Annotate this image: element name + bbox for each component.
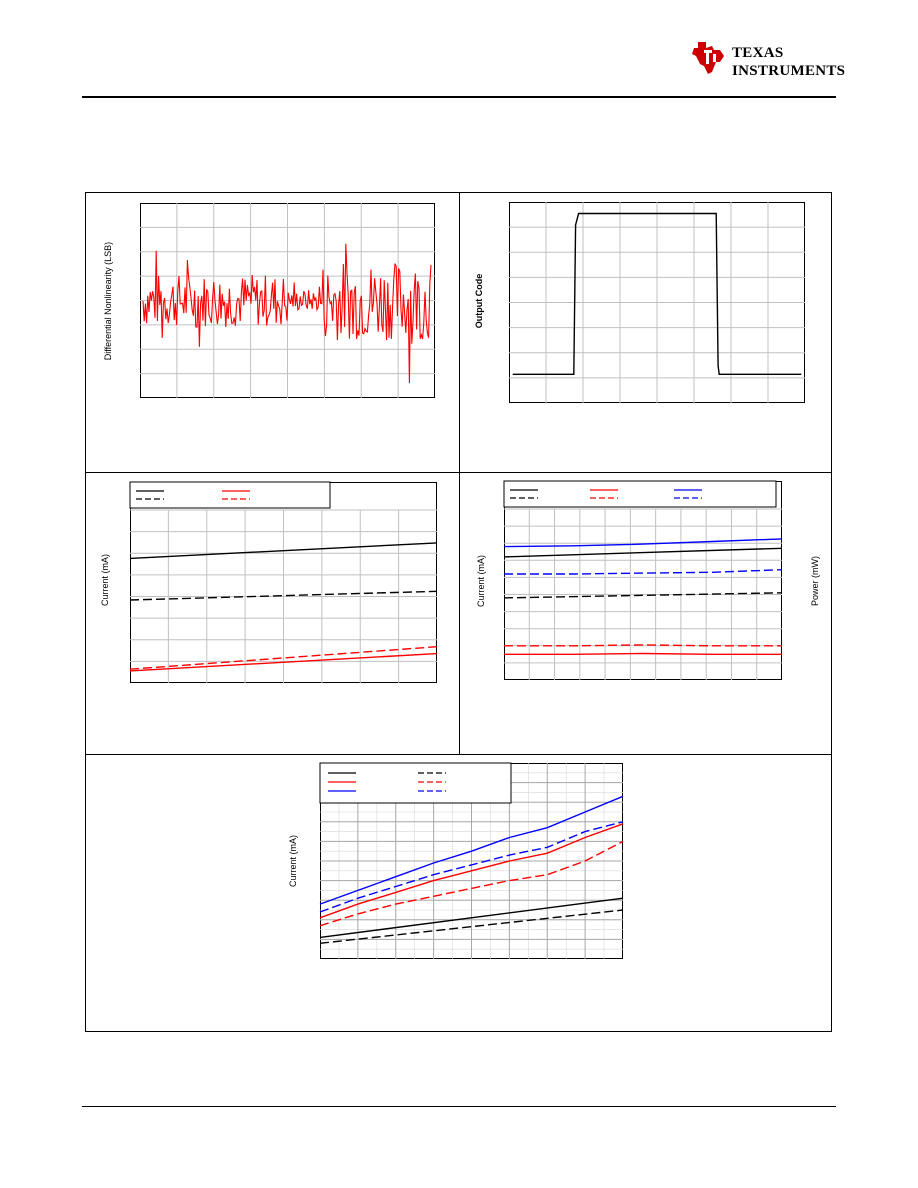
cur3-legend bbox=[319, 762, 512, 804]
logo-text-instruments: INSTRUMENTS bbox=[732, 63, 846, 79]
cur1-series-1 bbox=[129, 542, 438, 560]
cur2-series-1 bbox=[503, 538, 783, 548]
cur2-series-2 bbox=[503, 547, 783, 558]
logo-text-texas: TEXAS bbox=[732, 45, 784, 61]
current2-ylabel-right: Power (mW) bbox=[810, 556, 820, 606]
figure-frame bbox=[85, 192, 832, 1032]
cur1-series-2 bbox=[129, 590, 438, 601]
cur3-series-3 bbox=[319, 823, 624, 919]
cur1-legend bbox=[129, 481, 331, 509]
pulse-ylabel: Output Code bbox=[474, 273, 484, 329]
current2-ylabel: Current (mA) bbox=[476, 555, 486, 608]
dnl-chart bbox=[140, 203, 435, 398]
cur2-plot-area bbox=[504, 481, 782, 680]
cur2-series-4 bbox=[503, 592, 783, 599]
ti-logo-icon bbox=[692, 42, 724, 74]
ti-logo: TEXAS INSTRUMENTS bbox=[690, 40, 845, 82]
dnl-ylabel: Differential Nonlinearity (LSB) bbox=[103, 241, 113, 361]
cur3-series-1 bbox=[319, 795, 624, 905]
current1-chart bbox=[129, 481, 438, 683]
cur2-series-6 bbox=[504, 652, 782, 656]
cur2-series-3 bbox=[504, 569, 783, 575]
cur3-series-6 bbox=[319, 909, 624, 944]
current3-ylabel: Current (mA) bbox=[288, 835, 298, 888]
cur1-series-3 bbox=[129, 652, 438, 672]
panel-divider-1 bbox=[85, 472, 832, 473]
pulse-series-1 bbox=[512, 212, 802, 376]
header-rule bbox=[82, 96, 836, 98]
cur3-series-2 bbox=[319, 821, 624, 913]
panel-divider-2 bbox=[85, 754, 832, 755]
current3-chart bbox=[319, 762, 624, 959]
panel-divider-v bbox=[459, 192, 460, 754]
cur2-legend bbox=[503, 480, 777, 508]
cur3-series-4 bbox=[319, 840, 624, 927]
cur2-series-5 bbox=[504, 644, 782, 647]
pulse-chart bbox=[509, 202, 805, 403]
footer-rule bbox=[82, 1106, 836, 1107]
cur3-series-5 bbox=[319, 897, 624, 939]
dnl-series-1 bbox=[142, 243, 432, 384]
current2-chart bbox=[503, 480, 783, 680]
current1-ylabel: Current (mA) bbox=[100, 554, 110, 607]
